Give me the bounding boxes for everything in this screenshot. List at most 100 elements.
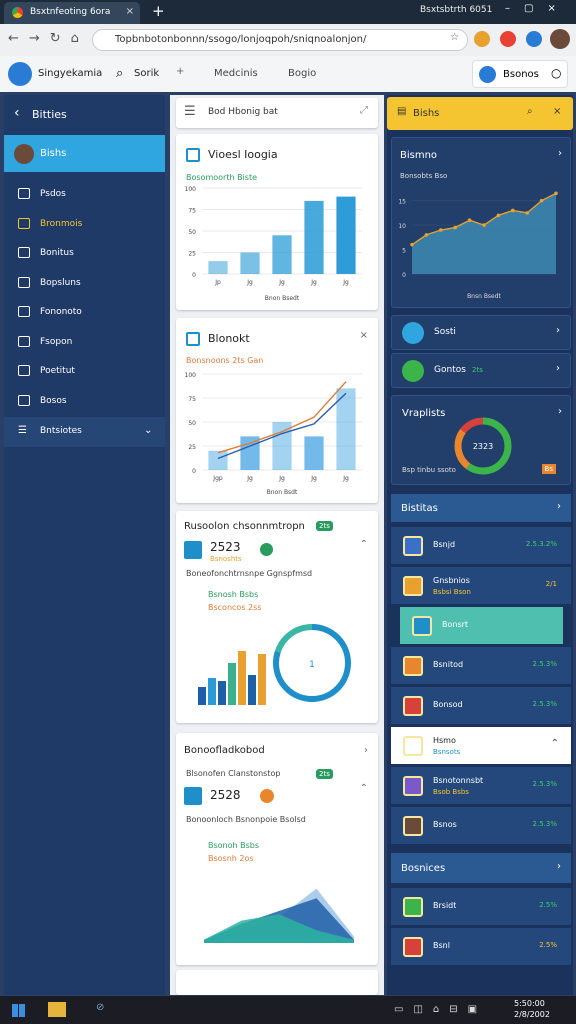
tab[interactable]: Bsxtnfeoting 6ora × [4,2,140,24]
x-tick-label: Jg [246,279,253,286]
link-label: Gontos [434,365,466,375]
link-card[interactable]: Sosti › [391,315,571,350]
list-item[interactable]: Bonsod 2.5.3% [391,687,571,724]
list-item[interactable]: Brsidt 2.5% [391,888,571,925]
close[interactable]: × [125,6,134,17]
address-bar: ←→↻⌂ Topbnbotonbonnn/ssogo/lonjoqpoh/sni… [0,24,576,56]
nav-buttons[interactable]: ←→↻⌂ [8,31,89,46]
badge: 2ts [316,769,333,779]
sidebar-item[interactable]: Fsopon [4,328,165,356]
badge: 2ts [316,521,333,531]
kpi: 2523 [210,540,241,554]
summary-card: Rusoolon chsonnmtropn 2ts ⌃ 2523 Bsnosht… [176,511,378,723]
point [424,233,429,237]
search-icon[interactable]: ⌕ [116,66,124,81]
sidebar-item[interactable]: Bopsluns [4,269,165,297]
new-tab[interactable]: + [152,2,165,20]
collapse[interactable]: ⌃ [359,539,368,550]
close[interactable]: × [359,330,368,341]
y-tick-label: 100 [185,372,197,379]
item-label: Bonsod [433,700,463,709]
add[interactable]: + [176,66,185,77]
point [539,198,544,203]
note: Boneofonchtrnsnpe Ggnspfmsd [186,569,313,578]
point [410,242,414,247]
stat: Bsosnh 2os [208,854,254,863]
bar [218,681,226,705]
y-tick-label: 0 [402,272,406,279]
icon [18,306,30,317]
window-controls[interactable]: –▢× [505,3,570,14]
item-label: Poetitut [40,366,75,376]
icon [403,575,423,596]
sidebar-item[interactable]: Bronmois [4,210,165,238]
summary-chart: 1 [198,624,351,705]
bar-card: Vioesl Ioogia Bosomoorth Biste 0 25 50 75 10… [176,134,378,310]
star[interactable]: ☆ [450,32,459,43]
list-item[interactable]: Bsnjd 2.5.3.2% [391,527,571,564]
icon [18,247,30,258]
list-item[interactable]: Gnsbnios Bsbsi Bson 2/1 [391,567,571,604]
sidebar-item[interactable]: Bosos [4,387,165,415]
clock-time: 5:50:00 [514,999,545,1008]
search[interactable]: Sorik [134,68,160,79]
list-item[interactable]: Bsnos 2.5.3% [391,807,571,844]
y-tick-label: 25 [188,444,196,451]
list-item[interactable]: Bonsrt [400,607,563,644]
sidebar-title: Bitties [32,108,67,121]
sidebar-item[interactable]: Psdos [4,180,165,208]
bar [208,450,228,470]
line [217,392,347,460]
line [217,381,347,454]
point [482,223,486,227]
donut-segment [454,417,512,475]
x-axis-label: Bnon Bsdt [267,489,298,496]
chip: Bs [541,464,556,474]
list-item[interactable]: Hsmo Bsnsots ⌃ [391,727,571,764]
point [439,228,443,232]
point [467,218,472,223]
item-label: Bishs [40,148,67,159]
sidebar-item[interactable]: Poetitut [4,357,165,385]
right-header: ▤ Bishs ⌕ × [387,97,573,130]
sidebar-item[interactable]: Fononoto [4,298,165,326]
x-tick-label: Jg [278,475,285,482]
kpi: 2528 [210,788,241,802]
section-title: Bosnices [401,863,446,874]
sidebar-footer[interactable]: ☰ Bntsiotes ⌄ [4,417,165,447]
icon [18,188,30,199]
y-tick-label: 75 [188,396,196,403]
sidebar-item[interactable]: Bonitus [4,239,165,267]
tab-title: Bsxtnfeoting 6ora [30,7,111,17]
item-label: Bsnotonnsbt [433,776,484,785]
url-box[interactable]: Topbnbotonbonnn/ssogo/lonjoqpoh/sniqnoal… [92,29,468,51]
link-card[interactable]: Gontos 2ts › [391,353,571,388]
card-subtitle: Bonsnoons 2ts Gan [186,356,264,365]
list-item[interactable]: Bsnotonnsbt Bsob Bsbs 2.5.3% [391,767,571,804]
y-tick-label: 0 [192,468,196,475]
nav-link[interactable]: Bogio [288,68,317,79]
y-tick-label: 75 [188,208,196,215]
icon [402,322,424,344]
bar [208,261,228,274]
list-item[interactable]: Bsnl 2.5% [391,928,571,965]
y-tick-label: 50 [188,229,196,236]
list-item[interactable]: Bsnitod 2.5.3% [391,647,571,684]
account[interactable]: Bsonos ○ [472,60,568,88]
area-chart [204,888,354,943]
combo-chart: 0 25 50 75 100 Jgp Jg Jg Jg Jg Bnon Bsdt [185,372,362,496]
selected-item[interactable]: Bishs [4,135,165,172]
note: Bsp tinbu ssoto [402,466,456,474]
donut-segment [454,417,512,475]
chevron: › [556,325,560,336]
item-label: Bonitus [40,248,74,258]
area [204,914,354,943]
y-tick-label: 15 [398,199,406,206]
y-tick-label: 0 [192,272,196,279]
list-header: Bistitas › [391,494,571,522]
item-label: Bosos [40,395,67,406]
item-value: 2.5.3.2% [525,540,557,548]
nav-link[interactable]: Medcinis [214,68,258,79]
item-value: 2.5.3% [532,700,557,708]
item-label: Bsnos [433,820,457,829]
